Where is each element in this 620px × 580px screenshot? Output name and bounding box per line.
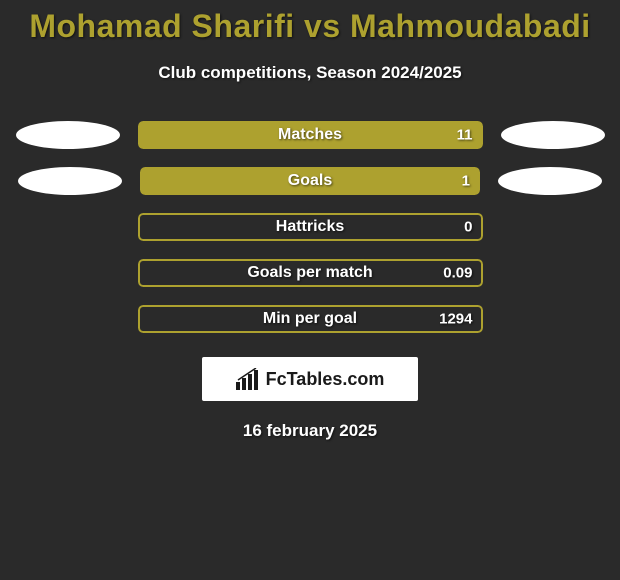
stat-row: Goals per match 0.09 <box>0 259 620 287</box>
right-spacer <box>501 259 605 287</box>
stat-row: Matches 11 <box>0 121 620 149</box>
stat-bar: Min per goal 1294 <box>138 305 483 333</box>
right-spacer <box>501 213 605 241</box>
page-title: Mohamad Sharifi vs Mahmoudabadi <box>29 8 590 45</box>
bar-chart-icon <box>236 368 260 390</box>
left-ellipse <box>18 167 122 195</box>
stat-label: Hattricks <box>276 218 344 236</box>
stat-row: Goals 1 <box>0 167 620 195</box>
stat-right-value: 0.09 <box>443 265 472 282</box>
stat-bar: Goals 1 <box>140 167 480 195</box>
stat-right-value: 0 <box>464 219 472 236</box>
subtitle: Club competitions, Season 2024/2025 <box>158 63 461 83</box>
left-spacer <box>16 305 120 333</box>
stat-rows: Matches 11 Goals 1 Hattricks 0 Goals per match… <box>0 121 620 333</box>
right-spacer <box>501 305 605 333</box>
right-ellipse <box>501 121 605 149</box>
stat-label: Goals per match <box>247 264 372 282</box>
stat-label: Matches <box>278 126 342 144</box>
left-ellipse <box>16 121 120 149</box>
logo-text: FcTables.com <box>266 369 385 390</box>
stat-label: Goals <box>288 172 332 190</box>
left-spacer <box>16 259 120 287</box>
stat-bar: Goals per match 0.09 <box>138 259 483 287</box>
left-spacer <box>16 213 120 241</box>
fctables-logo: FcTables.com <box>202 357 418 401</box>
stat-label: Min per goal <box>263 310 357 328</box>
stat-row: Min per goal 1294 <box>0 305 620 333</box>
stat-right-value: 11 <box>457 127 473 144</box>
stat-bar: Matches 11 <box>138 121 483 149</box>
stat-bar: Hattricks 0 <box>138 213 483 241</box>
stat-right-value: 1 <box>462 173 470 190</box>
right-ellipse <box>498 167 602 195</box>
stat-right-value: 1294 <box>439 311 472 328</box>
stat-row: Hattricks 0 <box>0 213 620 241</box>
date: 16 february 2025 <box>243 421 377 441</box>
